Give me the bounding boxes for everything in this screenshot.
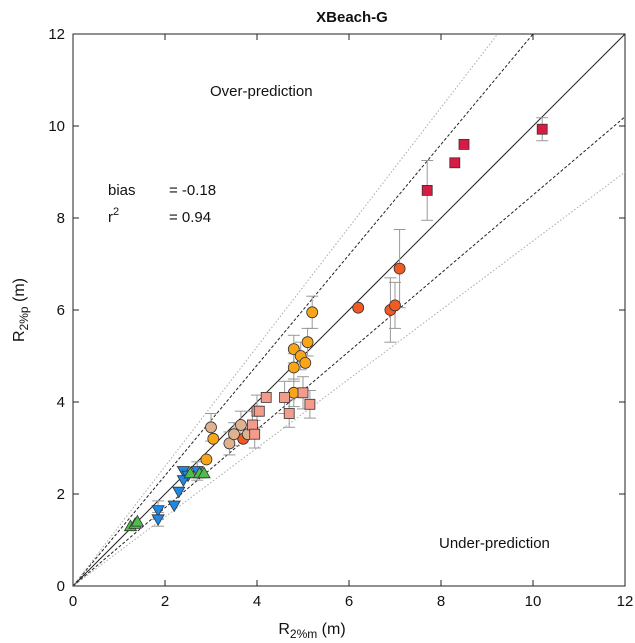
x-tick-label: 8 (437, 593, 445, 610)
square-marker (304, 398, 316, 410)
triangle-up-marker (197, 466, 211, 479)
circle-marker (223, 437, 236, 450)
r2-value: = 0.94 (169, 209, 211, 226)
y-tick-label: 2 (57, 486, 65, 503)
triangle-down-marker (176, 475, 191, 488)
circle-marker (299, 356, 312, 369)
y-axis-label-sub: 2%p (17, 306, 31, 330)
square-marker (279, 391, 291, 403)
y-tick-label: 6 (57, 302, 65, 319)
x-axis-label-sub: 2%m (290, 627, 317, 641)
circle-marker (393, 262, 406, 275)
x-tick-label: 0 (69, 593, 77, 610)
square-marker (297, 387, 309, 399)
reference-lines (73, 34, 625, 586)
reference-line-slope-0-85 (73, 116, 625, 586)
triangle-up-marker (183, 466, 197, 479)
circle-marker (306, 306, 319, 319)
y-tick-label: 0 (57, 578, 65, 595)
r2-label-exponent: 2 (113, 206, 119, 218)
y-tick-label: 4 (57, 394, 65, 411)
x-axis-label-main: R (278, 621, 290, 638)
circle-marker (200, 453, 213, 466)
y-axis-label-unit: (m) (11, 278, 28, 306)
circle-marker (352, 301, 365, 314)
bias-value: = -0.18 (169, 182, 216, 199)
triangle-down-marker (151, 514, 165, 527)
square-marker (458, 138, 470, 150)
y-tick-label: 10 (48, 118, 65, 135)
square-marker (253, 405, 265, 417)
circle-marker (301, 336, 314, 349)
reference-line-slope-0-75 (73, 171, 625, 586)
triangle-down-marker (151, 505, 165, 517)
circle-marker (207, 432, 220, 445)
x-tick-label: 6 (345, 593, 353, 610)
y-tick-label: 12 (48, 26, 65, 43)
chart-title: XBeach-G (316, 9, 388, 26)
circle-marker (389, 299, 401, 312)
square-marker (283, 408, 295, 419)
circle-marker (205, 421, 217, 434)
y-tick-label: 8 (57, 210, 65, 227)
square-marker (536, 123, 548, 135)
y-axis-label: R2%p (m) (11, 278, 31, 342)
square-marker (249, 428, 261, 440)
data-points (123, 123, 548, 532)
x-tick-label: 10 (525, 593, 542, 610)
x-tick-label: 2 (161, 593, 169, 610)
over-prediction-label: Over-prediction (210, 83, 313, 100)
reference-line-slope-1-3 (73, 34, 499, 586)
circle-marker (287, 361, 300, 374)
x-tick-label: 4 (253, 593, 261, 610)
triangle-up-marker (130, 514, 145, 527)
axis-ticks: 0 2 4 6 8 10 12 0 2 4 6 8 10 12 (48, 26, 633, 610)
r2-label-base: r (108, 209, 113, 226)
x-tick-label: 12 (617, 593, 634, 610)
triangle-down-marker (172, 486, 186, 499)
square-marker (260, 391, 272, 403)
square-marker (449, 157, 461, 169)
reference-line-slope-1 (73, 34, 625, 586)
triangle-down-marker (167, 500, 181, 513)
r2-label: r2 (108, 206, 119, 226)
circle-marker (228, 428, 240, 441)
bias-label: bias (108, 182, 136, 199)
y-axis-label-main: R (11, 330, 28, 342)
under-prediction-label: Under-prediction (439, 535, 550, 552)
circle-marker (234, 419, 247, 431)
x-axis-label-unit: (m) (317, 621, 345, 638)
x-axis-label: R2%m (m) (278, 621, 345, 641)
square-marker (246, 419, 258, 431)
square-marker (421, 184, 433, 196)
